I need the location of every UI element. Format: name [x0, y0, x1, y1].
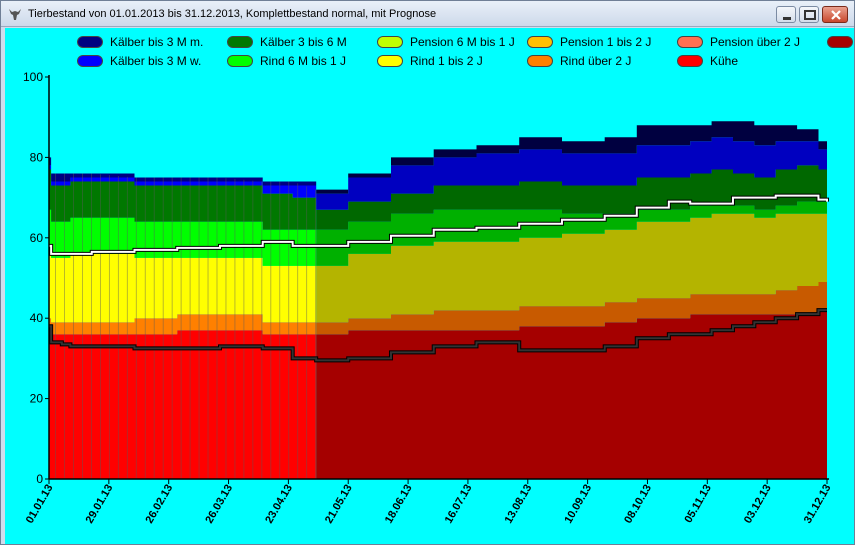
close-icon [831, 10, 841, 20]
maximize-button[interactable] [799, 6, 819, 23]
area-k-lber-3-bis-6-m-actual [49, 169, 317, 230]
legend-label: Kälber bis 3 M m. [110, 35, 204, 49]
area-rind-1-bis-2-j-forecast [316, 213, 827, 323]
minimize-button[interactable] [776, 6, 796, 23]
legend-label: Pension 6 M bis 1 J [410, 35, 515, 49]
area-k-he-forecast [316, 310, 827, 479]
area-rind-ber-2-j-forecast [316, 282, 827, 335]
stacked-area-chart: 0 20 40 60 80 100 01.01.13 29.01.13 26.02.13 26.0… [23, 70, 834, 526]
legend-swatch [77, 36, 103, 48]
y-tick-label: 40 [30, 311, 44, 325]
legend-swatch [527, 36, 553, 48]
y-tick-label: 0 [36, 472, 43, 486]
x-tick-label: 08.10.13 [622, 483, 654, 526]
legend-label: Kälber 3 bis 6 M [260, 35, 347, 49]
legend-swatch [677, 55, 703, 67]
legend-label: Pension über 2 J [710, 35, 801, 49]
legend-label: Pension 1 bis 2 J [560, 35, 652, 49]
area-rind-6-m-bis-1-j-forecast [316, 201, 827, 266]
legend-label: Rind 1 bis 2 J [410, 54, 483, 68]
chart-canvas: 0 20 40 60 80 100 01.01.13 29.01.13 26.02.13 26.0… [5, 28, 854, 544]
cow-skull-icon [9, 9, 21, 20]
x-tick-label: 26.02.13 [143, 483, 175, 526]
x-tick-label: 21.05.13 [323, 483, 355, 526]
title-bar[interactable]: Tierbestand von 01.01.2013 bis 31.12.201… [1, 1, 854, 27]
trend-line-0 [49, 194, 828, 255]
x-tick-label: 03.12.13 [742, 483, 774, 526]
area-k-lber-bis-3-m-w--forecast [316, 137, 827, 210]
legend-label: Rind über 2 J [560, 54, 632, 68]
maximize-icon [804, 10, 816, 20]
close-button[interactable] [822, 6, 848, 23]
y-tick-label: 80 [30, 150, 44, 164]
legend-label: Rind 6 M bis 1 J [260, 54, 347, 68]
x-tick-label: 01.01.13 [24, 483, 56, 526]
legend-label: Kälber bis 3 M w. [110, 54, 202, 68]
x-tick-label: 10.09.13 [562, 483, 594, 526]
legend-swatch [677, 36, 703, 48]
window-title: Tierbestand von 01.01.2013 bis 31.12.201… [28, 8, 437, 20]
area-rind-1-bis-2-j-actual [49, 249, 317, 323]
x-tick-label: 31.12.13 [802, 483, 834, 526]
x-tick-label: 16.07.13 [443, 483, 475, 526]
x-tick-label: 05.11.13 [682, 483, 714, 526]
x-tick-label: 18.06.13 [383, 483, 415, 526]
legend-swatch [227, 55, 253, 67]
legend-swatch [377, 55, 403, 67]
y-tick-label: 20 [30, 392, 44, 406]
area-rind-ber-2-j-actual [49, 314, 317, 335]
legend-swatch [77, 55, 103, 67]
legend-swatch [827, 36, 853, 48]
x-tick-label: 13.08.13 [503, 483, 535, 526]
legend-swatch [377, 36, 403, 48]
area-k-he-actual [49, 330, 317, 479]
legend-label: Kühe [710, 54, 739, 68]
legend-swatch [527, 55, 553, 67]
area-k-lber-3-bis-6-m-forecast [316, 165, 827, 230]
x-tick-label: 23.04.13 [263, 483, 295, 526]
minimize-icon [783, 17, 791, 20]
legend-swatch [227, 36, 253, 48]
y-tick-label: 60 [30, 231, 44, 245]
x-tick-label: 26.03.13 [203, 483, 235, 526]
y-tick-label: 100 [23, 70, 43, 84]
trend-line-1 [49, 309, 827, 362]
area-k-lber-bis-3-m-m--forecast [316, 121, 827, 194]
x-tick-label: 29.01.13 [84, 483, 116, 526]
area-k-lber-bis-3-m-m--actual [49, 157, 317, 186]
